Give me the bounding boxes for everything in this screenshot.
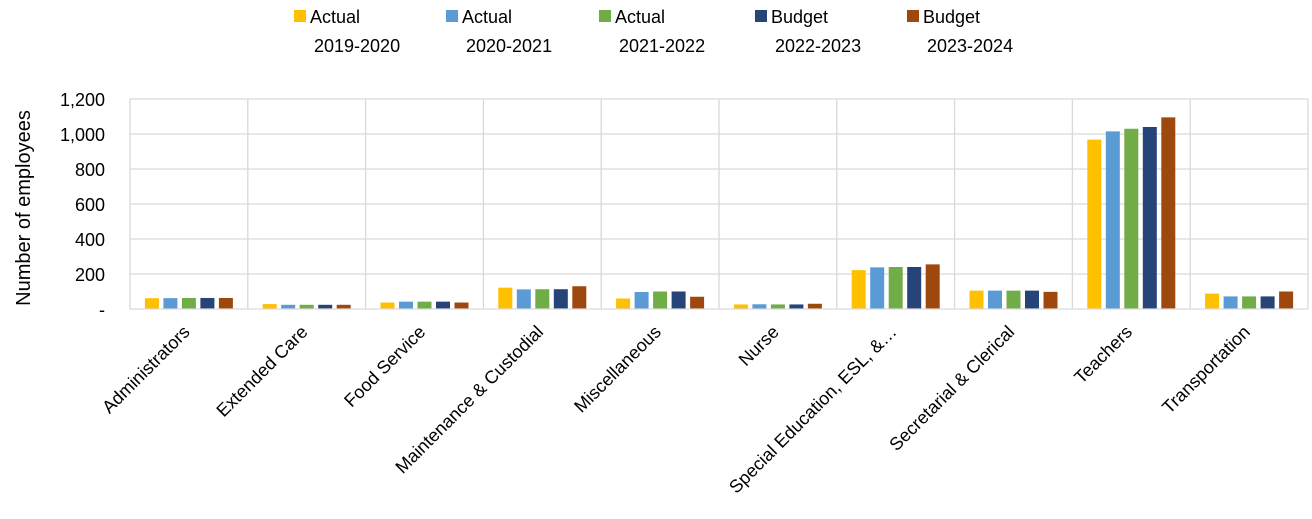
bar <box>498 287 513 309</box>
bar <box>1025 290 1039 309</box>
bar <box>770 304 785 309</box>
x-tick-label: Miscellaneous <box>570 322 665 417</box>
legend-swatch <box>907 10 919 22</box>
bar <box>653 291 668 309</box>
x-tick-label: Food Service <box>340 322 429 411</box>
bar <box>144 298 159 309</box>
legend-swatch <box>755 10 767 22</box>
bar <box>1260 296 1275 309</box>
legend-label-line1: Actual <box>310 7 360 27</box>
legend-label-line1: Actual <box>462 7 512 27</box>
bar <box>1242 296 1257 309</box>
bar <box>218 297 233 309</box>
bar <box>616 298 631 309</box>
legend-label-line2: 2019-2020 <box>314 36 400 56</box>
bar <box>436 301 450 309</box>
bar <box>907 267 922 309</box>
bar <box>925 264 940 309</box>
bar <box>516 289 531 309</box>
y-tick-label: 400 <box>75 230 105 250</box>
gridlines <box>129 98 1309 309</box>
bar <box>733 304 748 309</box>
bar <box>870 267 885 309</box>
x-tick-label: Nurse <box>735 322 783 370</box>
legend-label-line1: Actual <box>615 7 665 27</box>
y-axis-label: Number of employees <box>13 110 35 306</box>
bar <box>789 304 804 309</box>
bar <box>299 304 314 309</box>
x-tick-label: Administrators <box>98 322 193 417</box>
bar <box>888 267 903 309</box>
legend-label-line2: 2022-2023 <box>775 36 861 56</box>
bar <box>281 304 296 309</box>
bar <box>553 289 568 309</box>
bar <box>1205 293 1220 309</box>
bar <box>1087 139 1102 309</box>
bar <box>200 297 215 309</box>
bar <box>163 298 178 309</box>
bar <box>671 291 686 309</box>
bar <box>1223 296 1238 309</box>
legend-item: Budget 2022-2023 <box>755 7 861 56</box>
y-tick-label: 800 <box>75 160 105 180</box>
legend-label-line2: 2020-2021 <box>466 36 552 56</box>
bar <box>572 286 587 309</box>
bar <box>181 297 196 309</box>
bar <box>336 304 351 309</box>
legend-label-line1: Budget <box>771 7 828 27</box>
bar <box>1161 117 1176 309</box>
x-tick-label: Secretarial & Clerical <box>885 322 1018 455</box>
bar <box>1124 128 1139 309</box>
bar <box>417 301 432 309</box>
x-tick-label: Teachers <box>1070 322 1136 388</box>
bar <box>318 304 333 309</box>
bar <box>380 302 395 309</box>
y-tick-label: 1,200 <box>60 90 105 110</box>
legend-label-line1: Budget <box>923 7 980 27</box>
bar <box>1142 127 1157 309</box>
y-tick-label: 200 <box>75 265 105 285</box>
y-tick-label: 600 <box>75 195 105 215</box>
legend-label-line2: 2021-2022 <box>619 36 705 56</box>
bar <box>1279 291 1294 309</box>
legend-item: Actual 2021-2022 <box>599 7 705 56</box>
bar <box>535 289 550 309</box>
legend-swatch <box>599 10 611 22</box>
bar <box>454 302 469 309</box>
bar <box>399 301 413 309</box>
legend-label-line2: 2023-2024 <box>927 36 1013 56</box>
bar <box>752 304 767 309</box>
bar <box>807 303 822 309</box>
y-tick-label: - <box>99 300 105 320</box>
bar <box>988 290 1002 309</box>
legend-swatch <box>446 10 458 22</box>
bar <box>1006 290 1021 309</box>
bar <box>634 292 649 309</box>
x-tick-label: Transportation <box>1158 322 1254 418</box>
legend-item: Actual 2019-2020 <box>294 7 400 56</box>
legend: Actual 2019-2020 Actual 2020-2021 Actual 2021… <box>294 7 1013 56</box>
y-tick-label: 1,000 <box>60 125 105 145</box>
bar <box>969 290 984 309</box>
legend-item: Budget 2023-2024 <box>907 7 1013 56</box>
bar <box>262 304 277 309</box>
bar <box>1105 131 1120 309</box>
legend-item: Actual 2020-2021 <box>446 7 552 56</box>
x-tick-label: Extended Care <box>212 322 311 421</box>
bars <box>144 117 1294 309</box>
legend-swatch <box>294 10 306 22</box>
bar <box>851 270 866 309</box>
bar <box>690 296 705 309</box>
bar <box>1043 291 1058 309</box>
